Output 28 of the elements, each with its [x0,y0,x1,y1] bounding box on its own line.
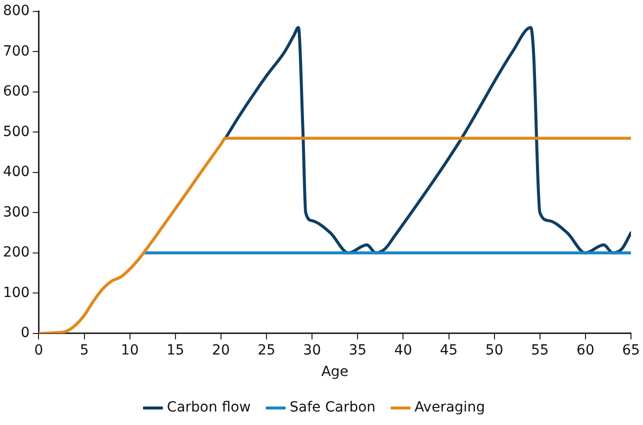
x-tick-label: 10 [120,342,139,358]
y-tick-label: 700 [2,43,30,60]
x-tick-label: 60 [576,342,594,358]
line-series [224,26,631,254]
legend-label: Safe Carbon [290,400,376,416]
x-tick-label: 35 [348,342,367,358]
x-tick-label: 30 [303,342,321,358]
x-tick-label: 65 [622,342,640,358]
x-axis-title: Age [321,364,348,380]
y-tick-label: 0 [20,325,30,342]
x-tick-label: 40 [394,342,412,358]
x-tick-label: 45 [440,342,458,358]
x-tick-label: 15 [166,342,184,358]
y-tick-label: 500 [2,124,30,140]
legend-label: Carbon flow [166,400,251,416]
y-tick-label: 200 [2,244,30,261]
x-tick-label: 20 [212,342,230,358]
legend-label: Averaging [414,400,486,416]
x-tick-label: 50 [485,342,504,358]
y-tick-label: 100 [2,284,30,301]
y-tick-label: 300 [2,204,30,220]
x-tick-label: 5 [80,342,89,358]
y-tick-label: 600 [2,84,30,100]
y-tick-label: 800 [2,3,30,20]
y-tick-label: 400 [2,164,30,180]
x-tick-label: 25 [258,342,276,358]
x-tick-label: 55 [530,342,549,358]
x-tick-label: 0 [34,342,44,358]
